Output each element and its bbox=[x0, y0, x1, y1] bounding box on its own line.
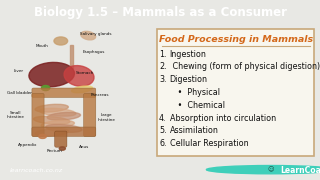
Ellipse shape bbox=[64, 66, 94, 86]
Text: Chewing (form of physical digestion): Chewing (form of physical digestion) bbox=[170, 62, 320, 71]
Text: Large
Intestine: Large Intestine bbox=[98, 113, 115, 122]
Text: Ingestion: Ingestion bbox=[170, 50, 207, 59]
Text: learncoach.co.nz: learncoach.co.nz bbox=[10, 168, 63, 173]
Text: LearnCoach: LearnCoach bbox=[280, 166, 320, 175]
Text: 6.: 6. bbox=[159, 139, 166, 148]
FancyBboxPatch shape bbox=[84, 93, 96, 136]
Text: •  Chemical: • Chemical bbox=[170, 101, 225, 110]
Text: Digestion: Digestion bbox=[170, 75, 208, 84]
FancyBboxPatch shape bbox=[55, 131, 67, 147]
Text: •  Physical: • Physical bbox=[170, 88, 220, 97]
Ellipse shape bbox=[40, 108, 76, 116]
Text: Appendix: Appendix bbox=[18, 143, 37, 147]
Ellipse shape bbox=[34, 116, 70, 124]
FancyBboxPatch shape bbox=[32, 88, 96, 97]
Ellipse shape bbox=[41, 86, 50, 91]
Text: ☺: ☺ bbox=[267, 167, 274, 172]
Ellipse shape bbox=[41, 120, 75, 128]
Text: Assimilation: Assimilation bbox=[170, 127, 219, 136]
Ellipse shape bbox=[46, 124, 82, 132]
Text: Rectum: Rectum bbox=[47, 149, 63, 153]
Text: Cellular Respiration: Cellular Respiration bbox=[170, 139, 248, 148]
FancyBboxPatch shape bbox=[157, 29, 314, 156]
Text: 2.: 2. bbox=[159, 62, 166, 71]
Ellipse shape bbox=[35, 104, 68, 112]
Text: 4.: 4. bbox=[159, 114, 166, 123]
Ellipse shape bbox=[47, 112, 81, 120]
Text: Salivary glands: Salivary glands bbox=[80, 32, 111, 36]
Text: 5.: 5. bbox=[159, 127, 166, 136]
Text: Food Processing in Mammals: Food Processing in Mammals bbox=[159, 35, 313, 44]
Text: Mouth: Mouth bbox=[36, 44, 49, 48]
Text: Anus: Anus bbox=[78, 145, 89, 149]
FancyBboxPatch shape bbox=[32, 127, 96, 136]
Circle shape bbox=[206, 166, 320, 174]
Text: Small
Intestine: Small Intestine bbox=[6, 111, 24, 119]
Polygon shape bbox=[70, 45, 73, 68]
Text: Pancreas: Pancreas bbox=[91, 93, 109, 97]
Text: 3.: 3. bbox=[159, 75, 166, 84]
Text: 1.: 1. bbox=[159, 50, 166, 59]
Ellipse shape bbox=[59, 147, 65, 150]
Text: Absorption into circulation: Absorption into circulation bbox=[170, 114, 276, 123]
FancyBboxPatch shape bbox=[32, 93, 44, 136]
Ellipse shape bbox=[35, 129, 68, 136]
Ellipse shape bbox=[81, 31, 96, 40]
Ellipse shape bbox=[72, 86, 92, 93]
Ellipse shape bbox=[29, 62, 75, 87]
Text: Gall bladder: Gall bladder bbox=[7, 91, 32, 95]
Text: Biology 1.5 – Mammals as a Consumer: Biology 1.5 – Mammals as a Consumer bbox=[34, 6, 286, 19]
Text: Esophagus: Esophagus bbox=[83, 50, 105, 54]
Text: Stomach: Stomach bbox=[76, 71, 94, 75]
Ellipse shape bbox=[54, 37, 68, 45]
Ellipse shape bbox=[39, 134, 46, 138]
Text: Liver: Liver bbox=[13, 69, 23, 73]
